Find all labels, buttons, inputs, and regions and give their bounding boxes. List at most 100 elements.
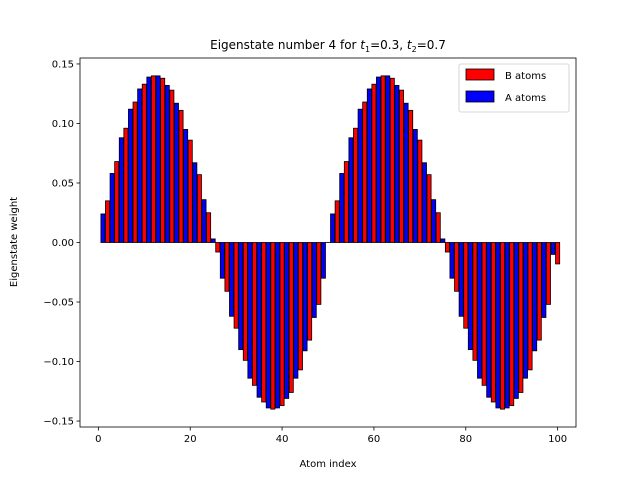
bar-b-atoms-16: [169, 89, 175, 243]
bar-b-atoms-64: [389, 77, 395, 243]
bar-a-atoms-37: [265, 242, 271, 409]
chart-title-t1-symbol: t: [360, 38, 366, 52]
y-tick-label: −0.05: [43, 298, 74, 309]
y-axis-label: Eigenstate weight: [9, 197, 20, 287]
y-tick-label: 0.15: [52, 59, 74, 70]
bar-a-atoms-91: [513, 242, 519, 399]
chart-title: Eigenstate number 4 for t1=0.3, t2=0.7: [210, 38, 446, 54]
bar-a-atoms-39: [275, 242, 280, 409]
bar-a-atoms-79: [458, 242, 464, 317]
bar-b-atoms-52: [334, 200, 340, 243]
bar-a-atoms-63: [385, 75, 391, 243]
y-axis-ticks: −0.15 −0.10 −0.05 0.00 0.05 0.10 0.15: [43, 59, 80, 428]
x-tick-label: 80: [459, 434, 472, 445]
chart-title-t1-subscript: 1: [365, 45, 370, 54]
x-tick-label: 60: [368, 434, 381, 445]
y-tick-label: −0.15: [43, 417, 74, 428]
bar-a-atoms-19: [183, 129, 189, 243]
bar-b-atoms-74: [435, 212, 441, 243]
bar-a-atoms-21: [192, 162, 198, 243]
bar-a-atoms-53: [339, 173, 345, 243]
bar-a-atoms-73: [431, 199, 437, 243]
bar-b-atoms-94: [527, 242, 533, 371]
x-tick-label: 100: [548, 434, 567, 445]
bar-b-atoms-100: [555, 242, 561, 265]
bar-a-atoms-89: [504, 242, 510, 409]
bar-a-atoms-35: [256, 242, 262, 398]
bar-b-atoms-14: [160, 77, 166, 243]
bar-b-atoms-42: [288, 242, 294, 393]
chart-title-t1-value: =0.3,: [370, 38, 407, 52]
bar-b-atoms-30: [233, 242, 239, 329]
bar-b-atoms-28: [224, 242, 230, 292]
bar-a-atoms-87: [495, 242, 501, 409]
bar-b-atoms-44: [297, 242, 303, 371]
bar-b-atoms-86: [490, 242, 496, 403]
bar-a-atoms-9: [137, 88, 143, 243]
bar-b-atoms-4: [114, 161, 120, 243]
legend: B atoms A atoms: [458, 63, 570, 113]
y-tick-label: −0.10: [43, 357, 74, 368]
bar-b-atoms-72: [426, 174, 432, 243]
bar-b-atoms-96: [536, 242, 542, 341]
bar-a-atoms-65: [394, 84, 400, 243]
bar-a-atoms-5: [118, 137, 124, 243]
bar-b-atoms-98: [545, 242, 551, 305]
bar-a-atoms-13: [155, 75, 161, 243]
bar-b-atoms-32: [242, 242, 248, 361]
chart-title-t2-symbol: t: [407, 38, 413, 52]
bar-a-atoms-61: [376, 76, 381, 243]
bar-b-atoms-10: [141, 83, 147, 243]
bar-a-atoms-99: [550, 242, 556, 255]
y-tick-label: 0.05: [52, 178, 74, 189]
chart-title-prefix: Eigenstate number 4 for: [210, 38, 360, 52]
legend-label-a-atoms: A atoms: [505, 93, 546, 104]
bar-a-atoms-3: [109, 173, 115, 243]
bar-a-atoms-41: [284, 242, 290, 399]
bar-b-atoms-70: [417, 139, 423, 243]
bar-a-atoms-25: [210, 238, 216, 243]
bar-b-atoms-68: [408, 109, 414, 243]
x-tick-label: 40: [276, 434, 289, 445]
bar-b-atoms-38: [270, 242, 276, 410]
bar-a-atoms-75: [440, 238, 446, 243]
legend-swatch-b-atoms: [465, 68, 495, 81]
bar-a-atoms-43: [293, 242, 299, 379]
bar-a-atoms-71: [421, 162, 427, 243]
bar-a-atoms-49: [320, 242, 326, 279]
bar-b-atoms-88: [500, 242, 505, 410]
bar-a-atoms-59: [366, 88, 372, 243]
x-tick-label: 0: [95, 434, 101, 445]
bar-b-atoms-20: [187, 139, 193, 243]
bar-a-atoms-33: [247, 242, 253, 379]
legend-swatch-a-atoms: [465, 90, 495, 103]
bar-b-atoms-12: [151, 75, 156, 243]
bar-a-atoms-29: [229, 242, 235, 317]
chart-title-t2-subscript: 2: [412, 45, 417, 54]
bar-b-atoms-2: [105, 200, 111, 243]
bar-a-atoms-81: [467, 242, 473, 351]
bar-a-atoms-97: [541, 242, 547, 318]
bar-b-atoms-34: [252, 242, 257, 386]
bar-a-atoms-83: [477, 242, 483, 379]
bar-a-atoms-27: [219, 242, 225, 279]
bar-b-atoms-26: [215, 242, 221, 253]
bar-a-atoms-23: [201, 199, 207, 243]
bar-a-atoms-85: [486, 242, 492, 398]
bar-a-atoms-67: [403, 102, 409, 243]
x-axis-label: Atom index: [300, 459, 357, 470]
bar-a-atoms-45: [302, 242, 308, 352]
bar-b-atoms-24: [206, 212, 212, 243]
bar-a-atoms-17: [173, 102, 179, 243]
y-tick-label: 0.10: [52, 119, 74, 130]
bar-b-atoms-22: [196, 174, 202, 243]
bar-a-atoms-47: [311, 242, 317, 318]
x-axis-ticks: 0 20 40 60 80 100: [95, 427, 567, 445]
legend-label-b-atoms: B atoms: [505, 71, 546, 82]
bar-b-atoms-54: [343, 161, 349, 243]
bar-b-atoms-84: [481, 242, 487, 386]
bar-b-atoms-62: [380, 75, 386, 243]
bar-b-atoms-48: [316, 242, 322, 305]
bar-b-atoms-78: [454, 242, 460, 292]
